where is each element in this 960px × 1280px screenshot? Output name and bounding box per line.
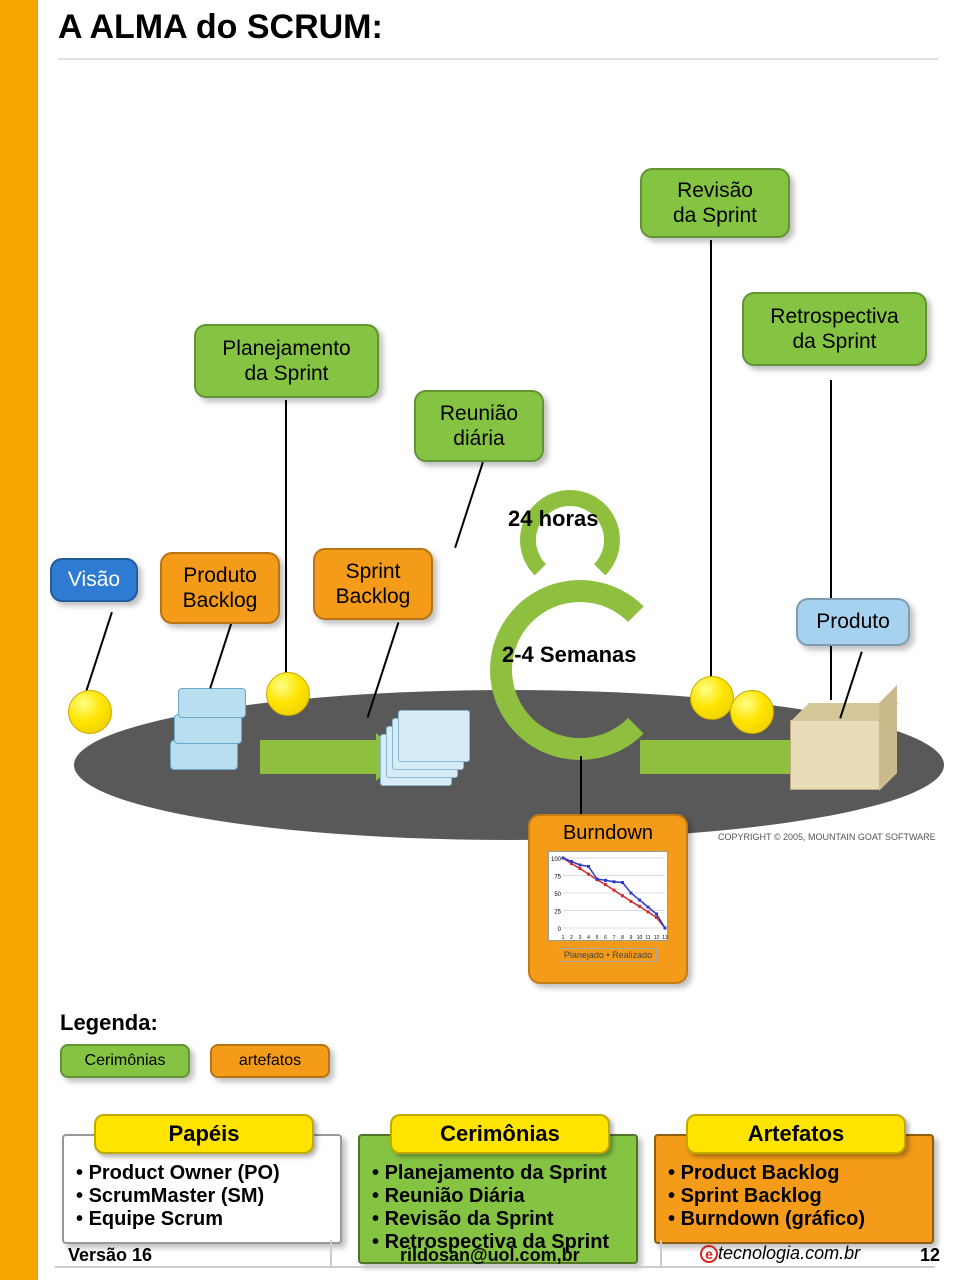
text: Produto Backlog [183,563,258,613]
orange-sidebar [0,0,38,1280]
burndown-legend: Planejado • Realizado [559,948,657,962]
svg-text:3: 3 [579,935,582,941]
ball-icon [690,676,734,720]
svg-text:8: 8 [621,935,624,941]
pin [830,380,832,700]
copyright-text: COPYRIGHT © 2005, MOUNTAIN GOAT SOFTWARE [718,832,936,842]
pin [83,612,113,698]
svg-text:10: 10 [637,935,643,941]
footer-sep [330,1240,332,1266]
text: artefatos [239,1051,301,1070]
pin [209,621,233,688]
text: Visão [68,567,120,592]
panel-head-artefatos: Artefatos [686,1114,906,1154]
pin [285,400,287,690]
burndown-card: Burndown 025507510012345678910111213 Pla… [528,814,688,984]
etec-e-icon: e [700,1245,718,1263]
footer-page-number: 12 [920,1245,940,1266]
text: Planejamento da Sprint [222,336,350,386]
svg-text:25: 25 [554,910,561,916]
arrow-left [260,740,380,774]
svg-text:7: 7 [613,935,616,941]
svg-text:5: 5 [596,935,599,941]
panel-head-cerimonias: Cerimônias [390,1114,610,1154]
box-reuniao-diaria: Reunião diária [414,390,544,462]
footer-rule [55,1266,935,1268]
ball-icon [68,690,112,734]
text: Papéis [169,1121,240,1147]
panel-item: Product Backlog [668,1162,920,1185]
burndown-svg: 025507510012345678910111213 [549,852,669,942]
panel-item: Planejamento da Sprint [372,1162,624,1185]
svg-text:12: 12 [654,935,660,941]
ball-icon [730,690,774,734]
box-planejamento: Planejamento da Sprint [194,324,379,398]
box-produto: Produto [796,598,910,646]
text: Sprint Backlog [336,559,411,609]
footer-sep [660,1240,662,1266]
burndown-chart: 025507510012345678910111213 [548,851,668,941]
diagram-stage: Revisão da Sprint Retrospectiva da Sprin… [50,120,950,860]
panel-item: Revisão da Sprint [372,1208,624,1231]
box-retrospectiva: Retrospectiva da Sprint [742,292,927,366]
panel-item: Reunião Diária [372,1185,624,1208]
panel-item: Equipe Scrum [76,1208,328,1231]
svg-text:11: 11 [645,935,650,941]
panel-item: Burndown (gráfico) [668,1208,920,1231]
panel-list: Product Owner (PO)ScrumMaster (SM)Equipe… [76,1162,328,1231]
panel-item: Product Owner (PO) [76,1162,328,1185]
svg-text:100: 100 [551,857,562,863]
legend-title: Legenda: [60,1010,158,1036]
svg-text:13: 13 [662,935,668,941]
svg-text:6: 6 [604,935,607,941]
text: Artefatos [748,1121,845,1147]
legend-artefatos: artefatos [210,1044,330,1078]
text: Cerimônias [85,1051,166,1070]
box-produto-backlog: Produto Backlog [160,552,280,624]
footer-site: etecnologia.com.br [700,1243,860,1264]
pin [710,240,712,720]
product-box-3d [790,720,880,790]
sprint-loop-small [520,490,620,590]
text: Produto [816,609,890,634]
text: Revisão da Sprint [673,178,757,228]
page-title: A ALMA do SCRUM: [58,8,383,47]
text: Retrospectiva da Sprint [770,304,898,354]
panel-head-papeis: Papéis [94,1114,314,1154]
burndown-title: Burndown [530,816,686,845]
ball-icon [266,672,310,716]
panel-list: Planejamento da SprintReunião DiáriaRevi… [372,1162,624,1254]
text: Cerimônias [440,1121,560,1147]
footer-email: rildosan@uol.com,br [400,1245,580,1266]
sprint-loop-big [490,580,670,760]
svg-text:9: 9 [630,935,633,941]
svg-text:50: 50 [554,892,561,898]
label-semanas: 2-4 Semanas [502,642,637,668]
box-visao: Visão [50,558,138,602]
etec-text: tecnologia.com.br [718,1243,860,1263]
pin [454,462,484,548]
panel-list: Product BacklogSprint BacklogBurndown (g… [668,1162,920,1231]
title-rule [58,58,938,60]
panel-item: Sprint Backlog [668,1185,920,1208]
arrow-right [640,740,810,774]
box-revisao-sprint: Revisão da Sprint [640,168,790,238]
panel-artefatos: Artefatos Product BacklogSprint BacklogB… [654,1134,934,1244]
svg-text:0: 0 [558,927,562,933]
text: Reunião diária [440,401,518,451]
svg-text:2: 2 [570,935,573,941]
svg-text:75: 75 [554,875,561,881]
panel-item: ScrumMaster (SM) [76,1185,328,1208]
svg-text:4: 4 [587,935,590,941]
footer-versao: Versão 16 [68,1245,152,1266]
box-sprint-backlog: Sprint Backlog [313,548,433,620]
label-24h: 24 horas [508,506,599,532]
panel-papeis: Papéis Product Owner (PO)ScrumMaster (SM… [62,1134,342,1244]
legend-cerimonias: Cerimônias [60,1044,190,1078]
svg-text:1: 1 [562,935,565,941]
